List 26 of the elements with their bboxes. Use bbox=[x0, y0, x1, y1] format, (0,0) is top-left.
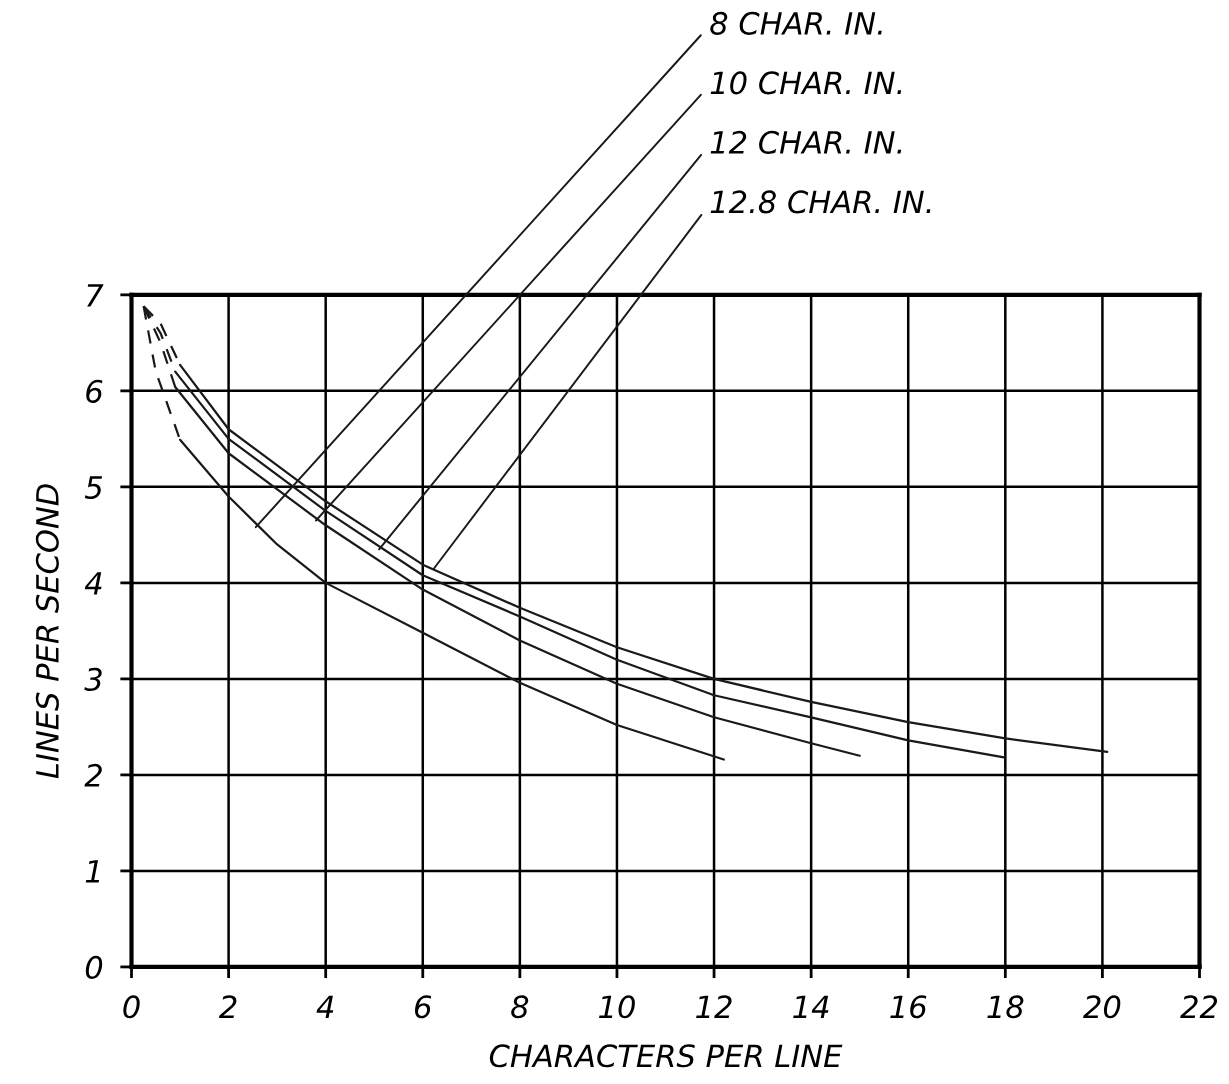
annotation: 8 CHAR. IN. bbox=[710, 11, 882, 35]
annotation: 12 CHAR. IN. bbox=[710, 130, 902, 154]
x-tick-label: 18 bbox=[987, 995, 1024, 1019]
annotation: 10 CHAR. IN. bbox=[710, 71, 902, 95]
y-tick-label: 4 bbox=[84, 572, 102, 595]
x-tick-label: 4 bbox=[316, 995, 334, 1018]
x-tick-label: 6 bbox=[414, 995, 432, 1019]
x-axis-title: CHARACTERS PER LINE bbox=[489, 1044, 843, 1068]
y-tick-label: 6 bbox=[86, 379, 103, 403]
x-tick-label: 20 bbox=[1083, 995, 1121, 1019]
y-tick-label: 5 bbox=[84, 476, 103, 499]
y-tick-label: 0 bbox=[85, 955, 103, 979]
x-tick-label: 16 bbox=[890, 995, 927, 1019]
x-tick-label: 0 bbox=[123, 995, 140, 1019]
x-tick-label: 10 bbox=[599, 995, 635, 1019]
x-tick-label: 12 bbox=[696, 995, 732, 1018]
y-tick-label: 1 bbox=[85, 860, 100, 883]
x-tick-label: 22 bbox=[1180, 995, 1218, 1018]
x-tick-label: 8 bbox=[511, 995, 529, 1019]
y-tick-label: 7 bbox=[87, 284, 104, 307]
y-axis-title: LINES PER SECOND bbox=[35, 484, 59, 779]
y-tick-label: 3 bbox=[84, 667, 102, 691]
y-tick-label: 2 bbox=[84, 763, 102, 787]
x-tick-label: 14 bbox=[793, 995, 829, 1018]
annotation: 12.8 CHAR. IN. bbox=[710, 190, 931, 214]
x-tick-label: 2 bbox=[218, 995, 237, 1018]
